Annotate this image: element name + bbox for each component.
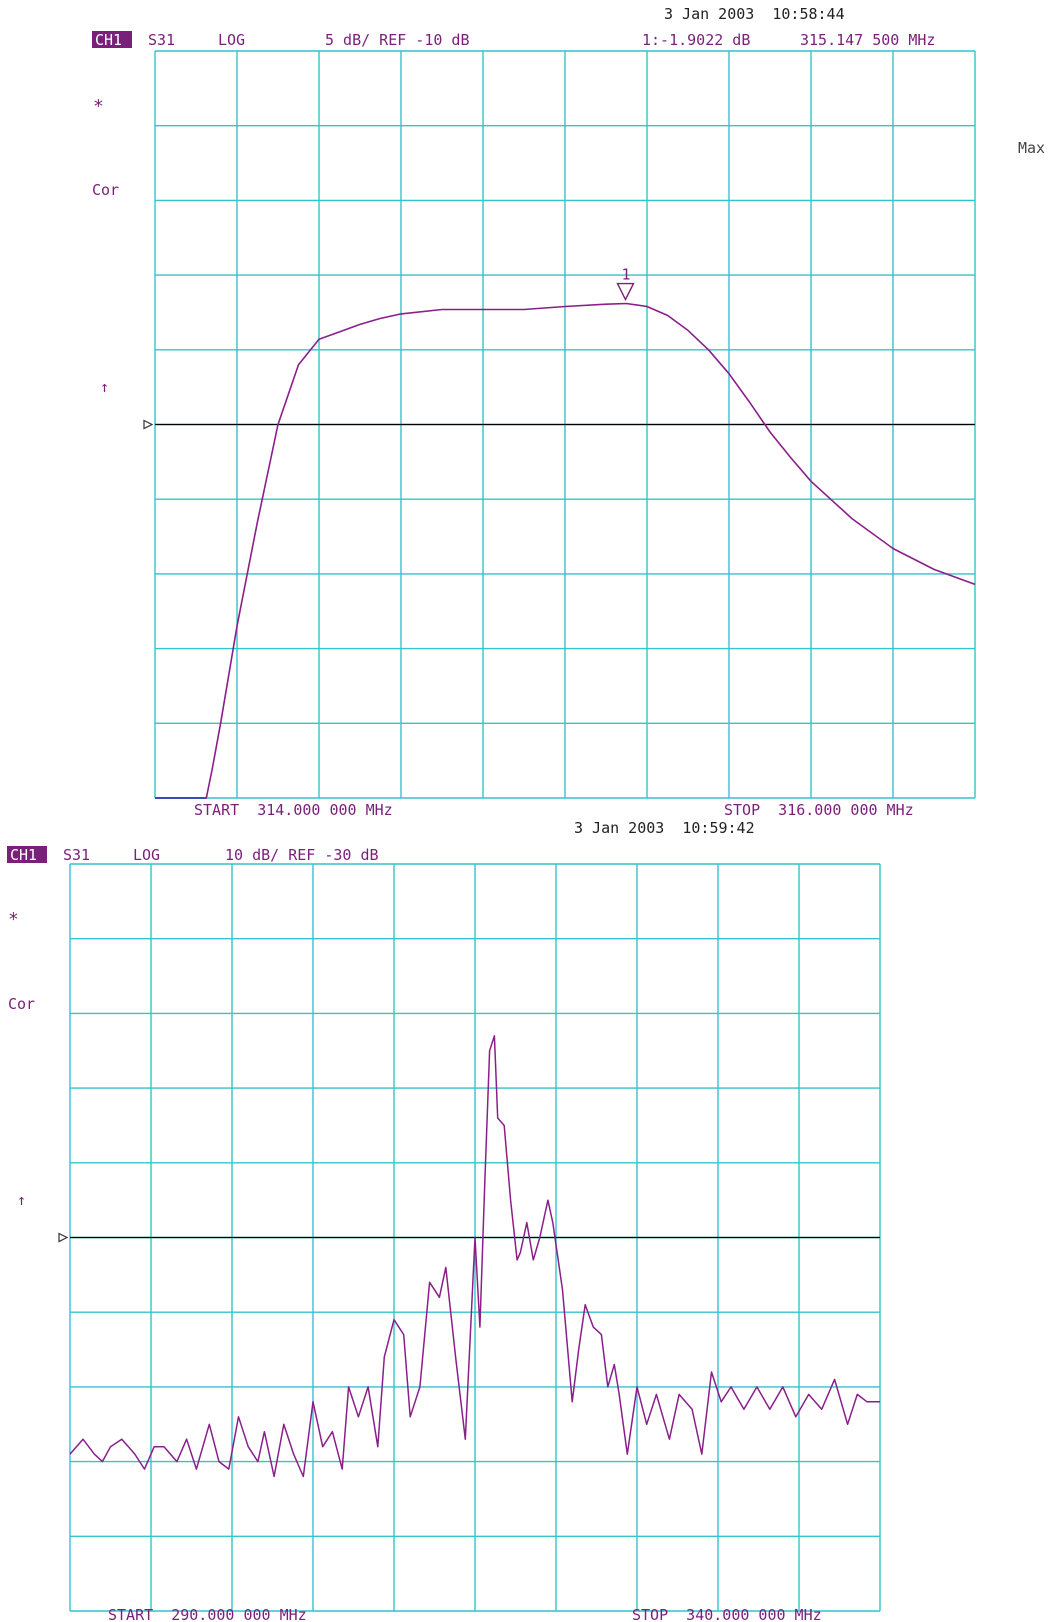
bottom-chart: 3 Jan 2003 10:59:42 CH1 S31 LOG 10 dB/ R… [7, 819, 881, 1622]
top-format-label: LOG [218, 31, 245, 49]
bottom-channel-box [7, 846, 47, 863]
top-marker-number: 1 [621, 266, 630, 284]
bottom-start-label: START 290.000 000 MHz [108, 1606, 307, 1622]
top-star-indicator: * [93, 96, 104, 117]
bottom-stop-label: STOP 340.000 000 MHz [632, 1606, 822, 1622]
top-max-label: Max [1018, 139, 1045, 157]
bottom-timestamp: 3 Jan 2003 10:59:42 [574, 819, 755, 837]
top-scale-label: 5 dB/ REF -10 dB [325, 31, 470, 49]
bottom-star-indicator: * [8, 909, 19, 930]
top-param-label: S31 [148, 31, 175, 49]
top-marker-readout: 1:-1.9022 dB [642, 31, 750, 49]
top-ref-arrow-indicator: ↑ [100, 378, 109, 396]
top-chart: 3 Jan 2003 10:58:44 CH1 S31 LOG 5 dB/ RE… [92, 5, 1045, 819]
bottom-scale-label: 10 dB/ REF -30 dB [225, 846, 379, 864]
bottom-reference-pointer-icon [58, 1232, 69, 1243]
bottom-param-label: S31 [63, 846, 90, 864]
top-channel-box [92, 31, 132, 48]
bottom-ref-arrow-indicator: ↑ [17, 1191, 26, 1209]
bottom-trace-line [69, 1035, 880, 1478]
bottom-correction-label: Cor [8, 995, 35, 1013]
bottom-channel-label: CH1 [10, 846, 37, 864]
top-start-label: START 314.000 000 MHz [194, 801, 393, 819]
bottom-format-label: LOG [133, 846, 160, 864]
top-stop-label: STOP 316.000 000 MHz [724, 801, 914, 819]
top-marker-triangle-icon [616, 282, 635, 302]
top-reference-pointer-icon [143, 419, 154, 430]
top-timestamp: 3 Jan 2003 10:58:44 [664, 5, 845, 23]
top-channel-label: CH1 [95, 31, 122, 49]
top-marker-frequency: 315.147 500 MHz [800, 31, 935, 49]
top-correction-label: Cor [92, 181, 119, 199]
top-trace-line [155, 302, 976, 799]
